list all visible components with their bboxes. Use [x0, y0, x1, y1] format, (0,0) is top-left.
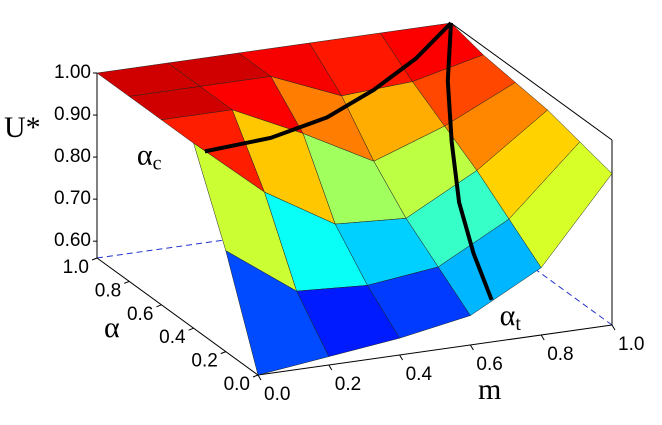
box-edge — [257, 324, 613, 376]
curve-symbol: α — [137, 138, 153, 171]
z-tick-label: 1.00 — [54, 62, 91, 83]
y-tick — [257, 374, 262, 381]
y-tick-label: 0.4 — [406, 364, 433, 385]
y-tick-label: 0.2 — [335, 374, 361, 395]
z-tick-label: 0.70 — [54, 188, 91, 209]
z-tick-label: 0.60 — [54, 230, 91, 251]
x-tick — [91, 257, 98, 261]
y-tick-label: 1.0 — [618, 334, 644, 355]
curve-label: αc — [137, 138, 162, 174]
z-tick-label: 0.90 — [54, 104, 91, 125]
x-tick-label: 0.4 — [159, 327, 186, 348]
x-tick-label: 0.0 — [224, 374, 250, 395]
surface — [96, 22, 613, 376]
y-tick — [540, 334, 545, 341]
surface-patch — [225, 250, 330, 376]
x-tick-label: 1.0 — [63, 257, 89, 278]
x-tick-label: 0.2 — [191, 351, 217, 372]
y-tick — [399, 354, 404, 361]
curve-symbol: α — [500, 299, 516, 332]
x-tick — [124, 280, 130, 284]
curve-subscript: c — [153, 152, 162, 174]
curve — [204, 21, 453, 154]
curve — [445, 22, 494, 301]
y-axis-title: m — [478, 373, 501, 406]
x-tick — [156, 304, 162, 308]
z-axis-title: U* — [4, 111, 41, 144]
y-tick-label: 0.8 — [547, 344, 573, 365]
y-tick-label: 0.0 — [264, 384, 290, 405]
x-tick-label: 0.6 — [127, 304, 153, 325]
x-tick — [188, 327, 194, 331]
z-tick-label: 0.80 — [54, 146, 91, 167]
y-tick — [328, 364, 333, 371]
x-tick-label: 0.8 — [95, 280, 121, 301]
box-edge — [450, 22, 613, 141]
y-tick-label: 0.6 — [476, 354, 502, 375]
curve-subscript: t — [515, 313, 521, 335]
box-edge — [96, 257, 259, 376]
x-axis-title: α — [104, 311, 120, 344]
y-tick — [469, 344, 474, 351]
x-tick — [252, 374, 259, 378]
x-tick — [220, 351, 226, 355]
y-tick — [611, 324, 616, 331]
curve-label: αt — [500, 299, 522, 335]
